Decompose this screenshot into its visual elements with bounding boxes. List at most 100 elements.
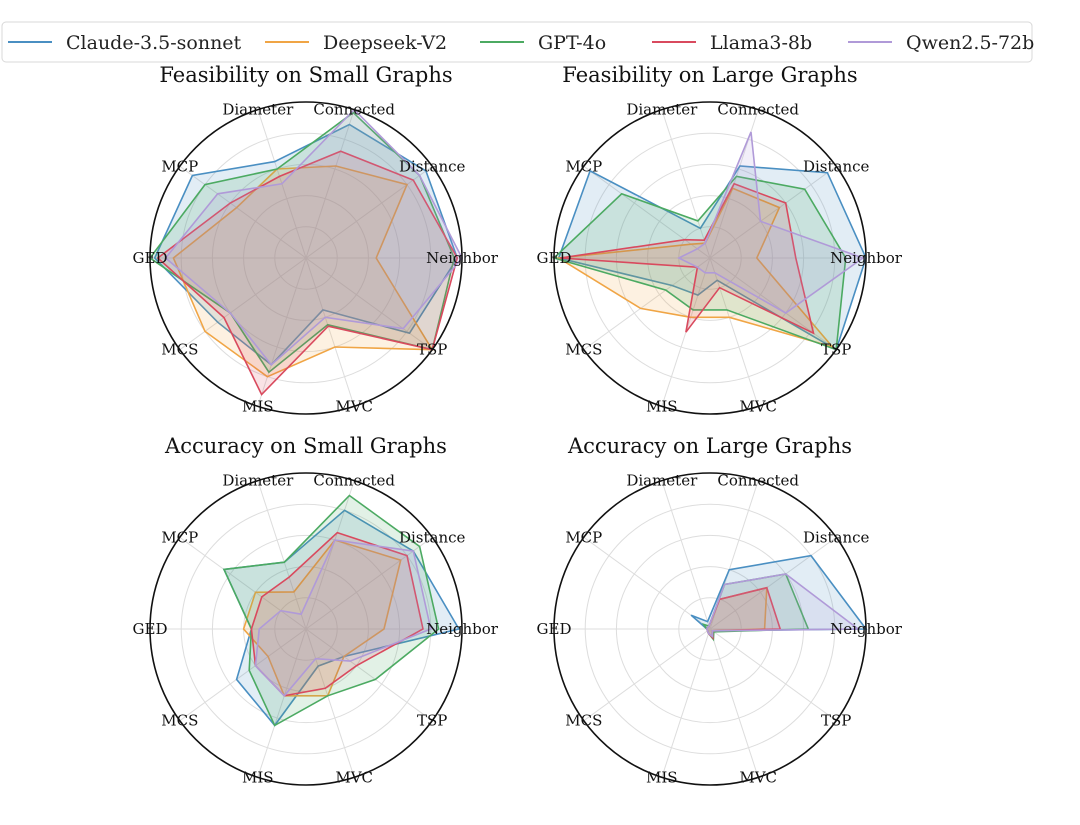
- legend-label-gpt-4o: GPT-4o: [538, 32, 606, 54]
- grid-spoke-mvc: [709, 257, 759, 407]
- axis-label-mcs: MCS: [565, 341, 602, 359]
- grid-spoke-mcp: [583, 536, 711, 630]
- grid-spoke-tsp: [709, 628, 837, 722]
- series-qwen2-5-72b: [254, 539, 432, 697]
- series-qwen2-5-72b: [164, 108, 463, 366]
- grid-spoke-mvc: [305, 257, 355, 407]
- grid-spoke-mis: [257, 628, 307, 778]
- legend-item-gpt-4o: GPT-4o: [480, 32, 606, 54]
- axis-label-connected: Connected: [717, 472, 799, 490]
- axis-label-neighbor: Neighbor: [426, 620, 499, 638]
- radar-chart-feasibility-on-large-graphs: Feasibility on Large Graphs Neighbor Dista…: [537, 63, 903, 415]
- axis-label-connected: Connected: [313, 101, 395, 119]
- chart-title: Feasibility on Small Graphs: [159, 63, 452, 87]
- axis-label-neighbor: Neighbor: [426, 249, 499, 267]
- axis-label-mis: MIS: [242, 768, 274, 786]
- radar-chart-feasibility-on-small-graphs: Feasibility on Small Graphs Neighbor Dista…: [133, 63, 499, 415]
- axis-label-mvc: MVC: [335, 768, 373, 786]
- axis-label-ged: GED: [133, 249, 168, 267]
- grid-spoke-distance: [305, 536, 433, 630]
- axis-label-tsp: TSP: [417, 341, 447, 359]
- radar-chart-accuracy-on-large-graphs: Accuracy on Large Graphs Neighbor Distance…: [537, 434, 903, 786]
- grid-spoke-mvc: [305, 628, 355, 778]
- series-qwen2-5-72b: [706, 573, 861, 638]
- axis-label-mcs: MCS: [161, 341, 198, 359]
- legend-label-claude-3-5-sonnet: Claude-3.5-sonnet: [66, 32, 242, 54]
- grid-spoke-tsp: [305, 257, 433, 351]
- radar-grid: [150, 109, 462, 407]
- grid-spoke-diameter: [661, 480, 711, 630]
- grid-spoke-connected: [305, 480, 355, 630]
- series-llama3-8b: [156, 150, 459, 396]
- axis-label-mvc: MVC: [739, 397, 777, 415]
- axis-label-neighbor: Neighbor: [830, 249, 903, 267]
- axis-label-mcp: MCP: [161, 528, 198, 546]
- axis-label-connected: Connected: [717, 101, 799, 119]
- legend-label-deepseek-v2: Deepseek-V2: [323, 32, 447, 54]
- axis-label-diameter: Diameter: [222, 101, 294, 119]
- axis-label-mis: MIS: [242, 397, 274, 415]
- axis-label-tsp: TSP: [821, 712, 851, 730]
- grid-spoke-mcs: [179, 257, 307, 351]
- axis-label-diameter: Diameter: [626, 101, 698, 119]
- legend: Claude-3.5-sonnet Deepseek-V2 GPT-4o Llama3…: [1, 21, 1034, 63]
- grid-spoke-tsp: [305, 628, 433, 722]
- axis-label-distance: Distance: [399, 528, 466, 546]
- axis-label-mvc: MVC: [335, 397, 373, 415]
- grid-spoke-connected: [305, 109, 355, 259]
- axis-label-diameter: Diameter: [222, 472, 294, 490]
- grid-spoke-mvc: [709, 628, 759, 778]
- radar-grid: [554, 109, 866, 407]
- axis-label-mvc: MVC: [739, 768, 777, 786]
- grid-spoke-mcp: [179, 165, 307, 259]
- grid-spoke-distance: [709, 165, 837, 259]
- axis-label-mis: MIS: [646, 397, 678, 415]
- grid-spoke-mis: [257, 257, 307, 407]
- axis-label-tsp: TSP: [821, 341, 851, 359]
- grid-spoke-tsp: [709, 257, 837, 351]
- legend-item-qwen2-5-72b: Qwen2.5-72b: [848, 32, 1034, 54]
- axis-label-mcs: MCS: [565, 712, 602, 730]
- axis-label-diameter: Diameter: [626, 472, 698, 490]
- grid-spoke-mcs: [179, 628, 307, 722]
- chart-title: Feasibility on Large Graphs: [562, 63, 857, 87]
- grid-spoke-distance: [709, 536, 837, 630]
- axis-label-mcp: MCP: [565, 528, 602, 546]
- axis-label-mcs: MCS: [161, 712, 198, 730]
- legend-item-deepseek-v2: Deepseek-V2: [265, 32, 447, 54]
- legend-label-qwen2-5-72b: Qwen2.5-72b: [906, 32, 1034, 54]
- grid-spoke-mcp: [179, 536, 307, 630]
- axis-label-tsp: TSP: [417, 712, 447, 730]
- legend-item-llama3-8b: Llama3-8b: [652, 32, 812, 54]
- radar-frame: [149, 101, 463, 415]
- radar-chart-accuracy-on-small-graphs: Accuracy on Small Graphs Neighbor Distance…: [133, 434, 499, 786]
- axis-label-distance: Distance: [803, 157, 870, 175]
- grid-spoke-diameter: [661, 109, 711, 259]
- series-llama3-8b: [250, 531, 424, 697]
- radar-frame: [553, 472, 867, 786]
- axis-label-mis: MIS: [646, 768, 678, 786]
- series-claude-3-5-sonnet: [153, 123, 459, 366]
- axis-label-distance: Distance: [803, 528, 870, 546]
- radar-frame: [149, 472, 463, 786]
- axis-label-ged: GED: [537, 249, 572, 267]
- grid-spoke-mcp: [583, 165, 711, 259]
- series-llama3-8b: [560, 182, 815, 335]
- axis-label-connected: Connected: [313, 472, 395, 490]
- chart-title: Accuracy on Small Graphs: [164, 434, 447, 458]
- legend-label-llama3-8b: Llama3-8b: [710, 32, 812, 54]
- axis-label-ged: GED: [133, 620, 168, 638]
- grid-spoke-distance: [305, 165, 433, 259]
- grid-spoke-diameter: [257, 480, 307, 630]
- axis-label-mcp: MCP: [565, 157, 602, 175]
- axis-label-distance: Distance: [399, 157, 466, 175]
- legend-item-claude-3-5-sonnet: Claude-3.5-sonnet: [8, 32, 242, 54]
- axis-label-neighbor: Neighbor: [830, 620, 903, 638]
- axis-label-ged: GED: [537, 620, 572, 638]
- radar-grid: [554, 480, 866, 778]
- chart-title: Accuracy on Large Graphs: [567, 434, 852, 458]
- axis-label-mcp: MCP: [161, 157, 198, 175]
- grid-spoke-mcs: [583, 628, 711, 722]
- grid-spoke-mcs: [583, 257, 711, 351]
